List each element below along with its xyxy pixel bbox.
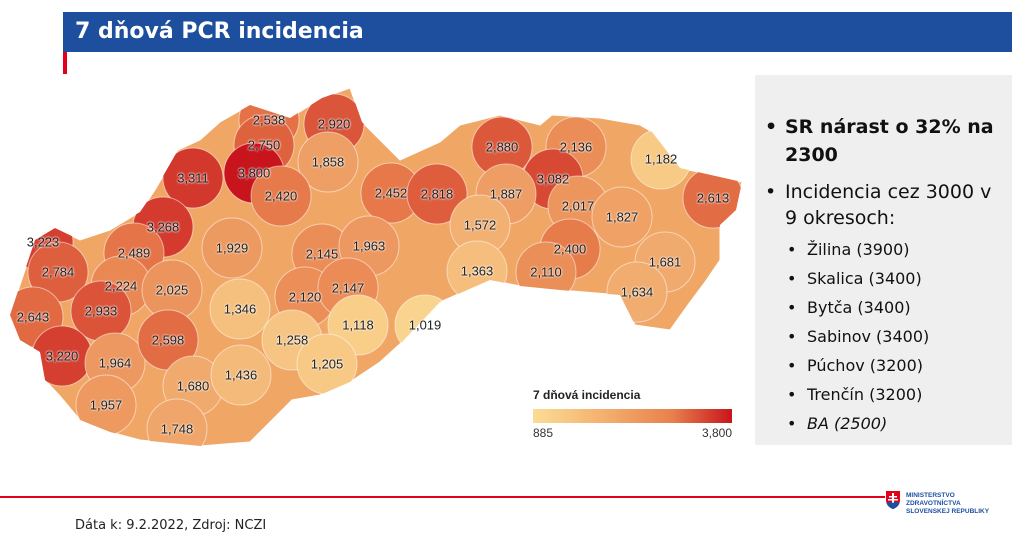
slide-title: 7 dňová PCR incidencia: [63, 12, 1012, 52]
district-region: [210, 344, 272, 406]
district-value-label: 1,118: [342, 317, 374, 333]
district-value-label: 1,634: [620, 284, 654, 300]
ministry-logo: MINISTERSTVO ZDRAVOTNÍCTVA SLOVENSKEJ RE…: [885, 490, 1024, 522]
district-value-label: 2,880: [485, 139, 519, 155]
district-value-label: 1,929: [215, 240, 249, 256]
district-value-label: 2,120: [288, 289, 322, 305]
district-item: Trenčín (3200): [765, 380, 1002, 409]
district-value-label: 1,827: [605, 209, 639, 225]
logo-line: SLOVENSKEJ REPUBLIKY: [906, 508, 990, 515]
district-value-label: 1,258: [275, 332, 309, 348]
district-value-label: 2,598: [151, 332, 185, 348]
legend-min: 885: [533, 426, 554, 440]
district-value-label: 1,964: [98, 355, 132, 371]
district-value-label: 2,920: [317, 116, 351, 132]
district-region: [250, 165, 312, 227]
legend-title: 7 dňová incidencia: [533, 388, 641, 402]
district-value-label: 2,613: [696, 190, 730, 206]
legend-max: 3,800: [701, 426, 732, 440]
district-value-label: 2,489: [117, 245, 151, 261]
district-item: Púchov (3200): [765, 351, 1002, 380]
district-item: Bytča (3400): [765, 293, 1002, 322]
district-value-label: 1,182: [644, 151, 678, 167]
logo-line: ZDRAVOTNÍCTVA: [906, 500, 961, 507]
district-value-label: 2,147: [331, 280, 365, 296]
district-region: [209, 278, 271, 340]
bullet-increase: SR nárast o 32% na 2300: [765, 113, 1002, 169]
district-value-label: 1,887: [489, 186, 523, 202]
district-item: Sabinov (3400): [765, 322, 1002, 351]
district-value-label: 1,858: [311, 154, 345, 170]
district-value-label: 3,082: [536, 171, 570, 187]
logo-line: MINISTERSTVO: [906, 492, 955, 499]
district-value-label: 3,223: [26, 234, 60, 250]
district-value-label: 1,957: [89, 397, 123, 413]
district-value-label: 2,145: [305, 246, 339, 262]
legend-gradient: [533, 409, 732, 423]
district-region: [406, 163, 468, 225]
district-region: [162, 147, 224, 209]
district-value-label: 1,346: [223, 301, 257, 317]
title-accent: [63, 52, 67, 74]
data-source: Dáta k: 9.2.2022, Zdroj: NCZI: [75, 518, 267, 533]
district-value-label: 2,025: [155, 282, 189, 298]
district-value-label: 2,750: [247, 137, 281, 153]
district-value-label: 1,680: [176, 378, 210, 394]
footer-divider: [0, 496, 1024, 498]
district-value-label: 1,363: [460, 263, 494, 279]
district-value-label: 1,572: [463, 217, 497, 233]
district-value-label: 1,205: [310, 356, 344, 372]
district-value-label: 1,019: [408, 317, 442, 333]
district-value-label: 2,933: [84, 303, 118, 319]
district-value-label: 2,420: [264, 188, 298, 204]
district-value-label: 2,538: [252, 112, 286, 128]
district-region: [297, 131, 359, 193]
district-value-label: 2,643: [16, 309, 50, 325]
district-item: Žilina (3900): [765, 235, 1002, 264]
district-value-label: 1,436: [224, 367, 258, 383]
district-value-label: 2,136: [559, 139, 593, 155]
bullet-districts: Incidencia cez 3000 v 9 okresoch:: [765, 179, 1002, 231]
district-value-label: 1,963: [352, 238, 386, 254]
district-value-label: 2,818: [420, 186, 454, 202]
coat-of-arms-icon: [886, 491, 900, 509]
district-value-label: 2,224: [104, 278, 138, 294]
district-value-label: 3,268: [146, 219, 180, 235]
district-value-label: 3,311: [177, 170, 209, 186]
district-value-label: 2,400: [553, 241, 587, 257]
district-value-label: 2,110: [530, 264, 562, 280]
district-item: BA (2500): [765, 409, 1002, 438]
district-value-label: 1,748: [160, 421, 194, 437]
district-item: Skalica (3400): [765, 264, 1002, 293]
district-region: [201, 217, 263, 279]
district-value-label: 3,220: [45, 348, 79, 364]
district-value-label: 3,800: [237, 165, 271, 181]
district-value-label: 2,784: [41, 264, 75, 280]
district-value-label: 2,017: [561, 198, 595, 214]
district-value-label: 1,681: [648, 254, 682, 270]
district-region: [591, 186, 653, 248]
district-value-label: 2,452: [374, 185, 408, 201]
summary-panel: SR nárast o 32% na 2300 Incidencia cez 3…: [755, 75, 1012, 445]
